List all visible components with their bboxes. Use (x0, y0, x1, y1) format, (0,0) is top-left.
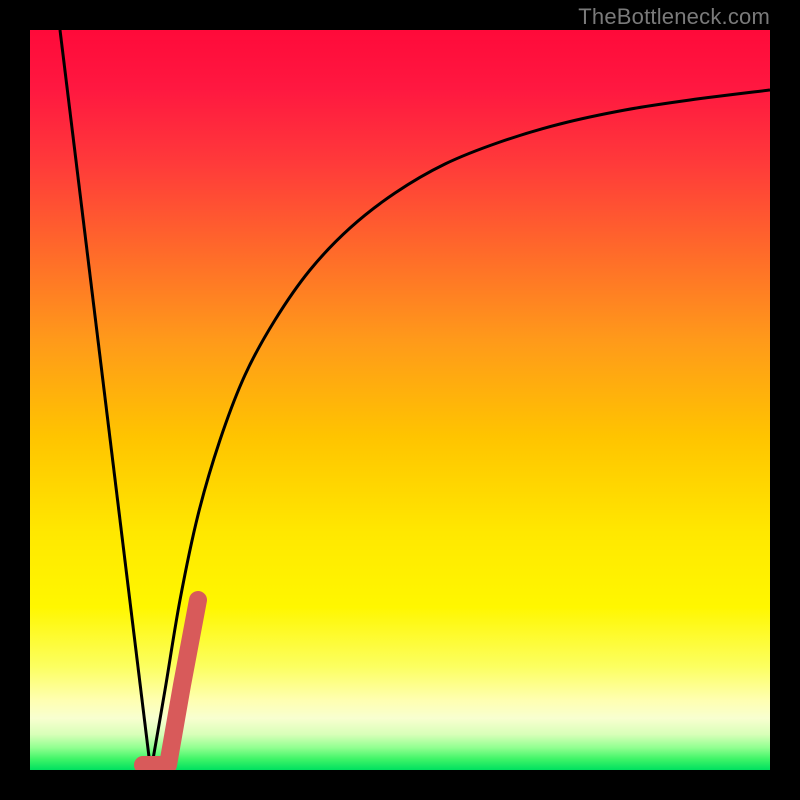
plot-area (30, 30, 770, 770)
watermark-text: TheBottleneck.com (578, 4, 770, 30)
right-rising-curve (152, 90, 770, 765)
highlight-j-segment (143, 600, 198, 765)
curves-layer (30, 30, 770, 770)
left-descending-line (60, 30, 150, 765)
chart-container: TheBottleneck.com (0, 0, 800, 800)
